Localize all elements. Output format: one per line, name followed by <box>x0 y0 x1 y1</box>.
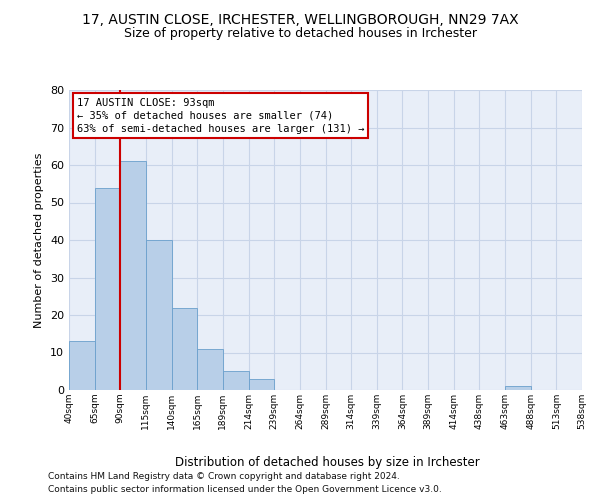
Text: Size of property relative to detached houses in Irchester: Size of property relative to detached ho… <box>124 28 476 40</box>
Bar <box>146 240 172 390</box>
Bar <box>197 349 223 390</box>
Bar <box>248 379 274 390</box>
Text: 17 AUSTIN CLOSE: 93sqm
← 35% of detached houses are smaller (74)
63% of semi-det: 17 AUSTIN CLOSE: 93sqm ← 35% of detached… <box>77 98 364 134</box>
Text: 17, AUSTIN CLOSE, IRCHESTER, WELLINGBOROUGH, NN29 7AX: 17, AUSTIN CLOSE, IRCHESTER, WELLINGBORO… <box>82 12 518 26</box>
Bar <box>223 371 248 390</box>
Text: Contains public sector information licensed under the Open Government Licence v3: Contains public sector information licen… <box>48 485 442 494</box>
Bar <box>69 341 95 390</box>
Text: Contains HM Land Registry data © Crown copyright and database right 2024.: Contains HM Land Registry data © Crown c… <box>48 472 400 481</box>
Y-axis label: Number of detached properties: Number of detached properties <box>34 152 44 328</box>
Text: Distribution of detached houses by size in Irchester: Distribution of detached houses by size … <box>175 456 479 469</box>
Bar <box>95 188 121 390</box>
Bar <box>172 308 197 390</box>
Bar <box>121 161 146 390</box>
Bar <box>505 386 531 390</box>
